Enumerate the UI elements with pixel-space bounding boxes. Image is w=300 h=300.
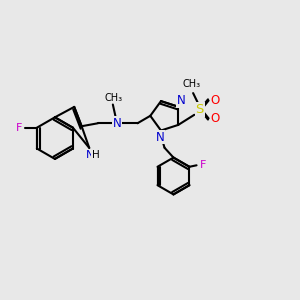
Text: CH₃: CH₃ [183,79,201,89]
Text: CH₃: CH₃ [104,93,122,103]
Text: F: F [200,160,207,170]
Text: N: N [86,150,94,160]
Text: S: S [196,103,204,116]
Text: O: O [211,94,220,107]
Text: N: N [156,130,165,144]
Text: O: O [211,112,220,125]
Text: H: H [92,150,100,160]
Text: F: F [16,123,22,133]
Text: N: N [177,94,186,107]
Text: N: N [113,117,122,130]
